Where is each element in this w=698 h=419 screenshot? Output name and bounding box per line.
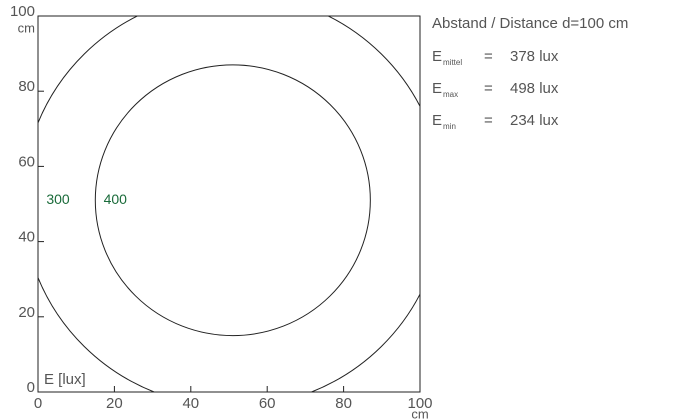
info-subscript: min [443, 122, 456, 131]
contour-line [38, 16, 420, 392]
contour-label-bg [42, 191, 74, 210]
y-tick-label: 0 [27, 379, 35, 396]
info-subscript: max [443, 90, 458, 99]
info-symbol: E [432, 80, 442, 97]
y-tick-label: 100 [10, 3, 35, 20]
contour-label: 400 [104, 191, 128, 207]
y-unit: cm [18, 20, 35, 35]
info-heading: Abstand / Distance d=100 cm [432, 15, 628, 32]
contour-label-bg [99, 191, 132, 210]
x-tick-label: 100 [407, 395, 432, 412]
contours [38, 16, 420, 392]
info-equals: = [484, 112, 493, 129]
info-subscript: mittel [443, 58, 462, 67]
x-unit: cm [411, 406, 428, 419]
y-tick-label: 40 [18, 229, 35, 246]
y-tick-label: 80 [18, 78, 35, 95]
x-tick-label: 20 [106, 395, 123, 412]
y-tick-label: 20 [18, 304, 35, 321]
info-equals: = [484, 80, 493, 97]
info-value: 378 lux [510, 48, 559, 65]
info-value: 498 lux [510, 80, 559, 97]
info-value: 234 lux [510, 112, 559, 129]
x-tick-label: 40 [182, 395, 199, 412]
info-symbol: E [432, 48, 442, 65]
x-tick-label: 0 [34, 395, 42, 412]
contour-label: 300 [46, 191, 70, 207]
contour-line [94, 64, 371, 337]
x-tick-label: 60 [259, 395, 276, 412]
info-symbol: E [432, 112, 442, 129]
x-tick-label: 80 [335, 395, 352, 412]
legend: E [lux] [44, 371, 86, 388]
y-tick-label: 60 [18, 153, 35, 170]
info-equals: = [484, 48, 493, 65]
plot-frame [37, 15, 421, 393]
